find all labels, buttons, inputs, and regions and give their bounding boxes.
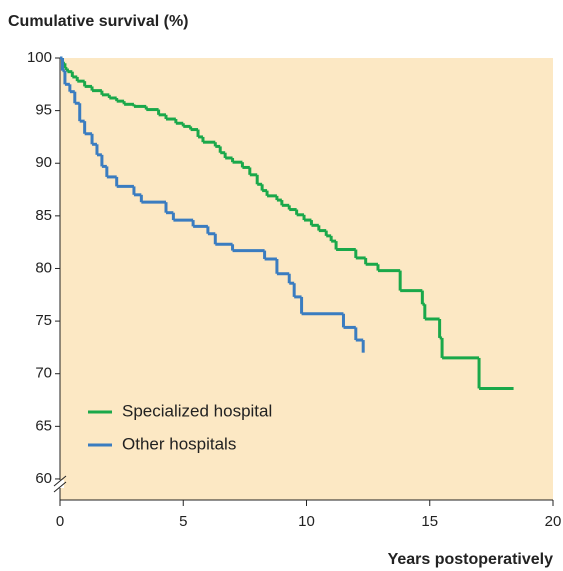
axis-break-gap (56, 480, 64, 488)
x-tick-label: 10 (298, 513, 315, 530)
y-tick-label: 85 (35, 207, 52, 224)
y-tick-label: 95 (35, 102, 52, 119)
x-tick-label: 15 (421, 513, 438, 530)
y-axis-label: Cumulative survival (%) (8, 13, 189, 30)
plot-background (60, 58, 553, 500)
y-tick-label: 80 (35, 259, 52, 276)
x-tick-label: 5 (179, 513, 187, 530)
y-tick-label: 70 (35, 365, 52, 382)
legend-label: Specialized hospital (122, 401, 272, 420)
x-tick-label: 20 (545, 513, 562, 530)
y-tick-label: 60 (35, 470, 52, 487)
axis-break (53, 481, 67, 493)
x-tick-label: 0 (56, 513, 64, 530)
y-tick-label: 65 (35, 417, 52, 434)
y-tick-label: 100 (27, 49, 52, 66)
axis-break (53, 475, 67, 487)
y-tick-label: 75 (35, 312, 52, 329)
legend-label: Other hospitals (122, 434, 236, 453)
y-tick-label: 90 (35, 154, 52, 171)
x-axis-label: Years postoperatively (388, 551, 554, 568)
